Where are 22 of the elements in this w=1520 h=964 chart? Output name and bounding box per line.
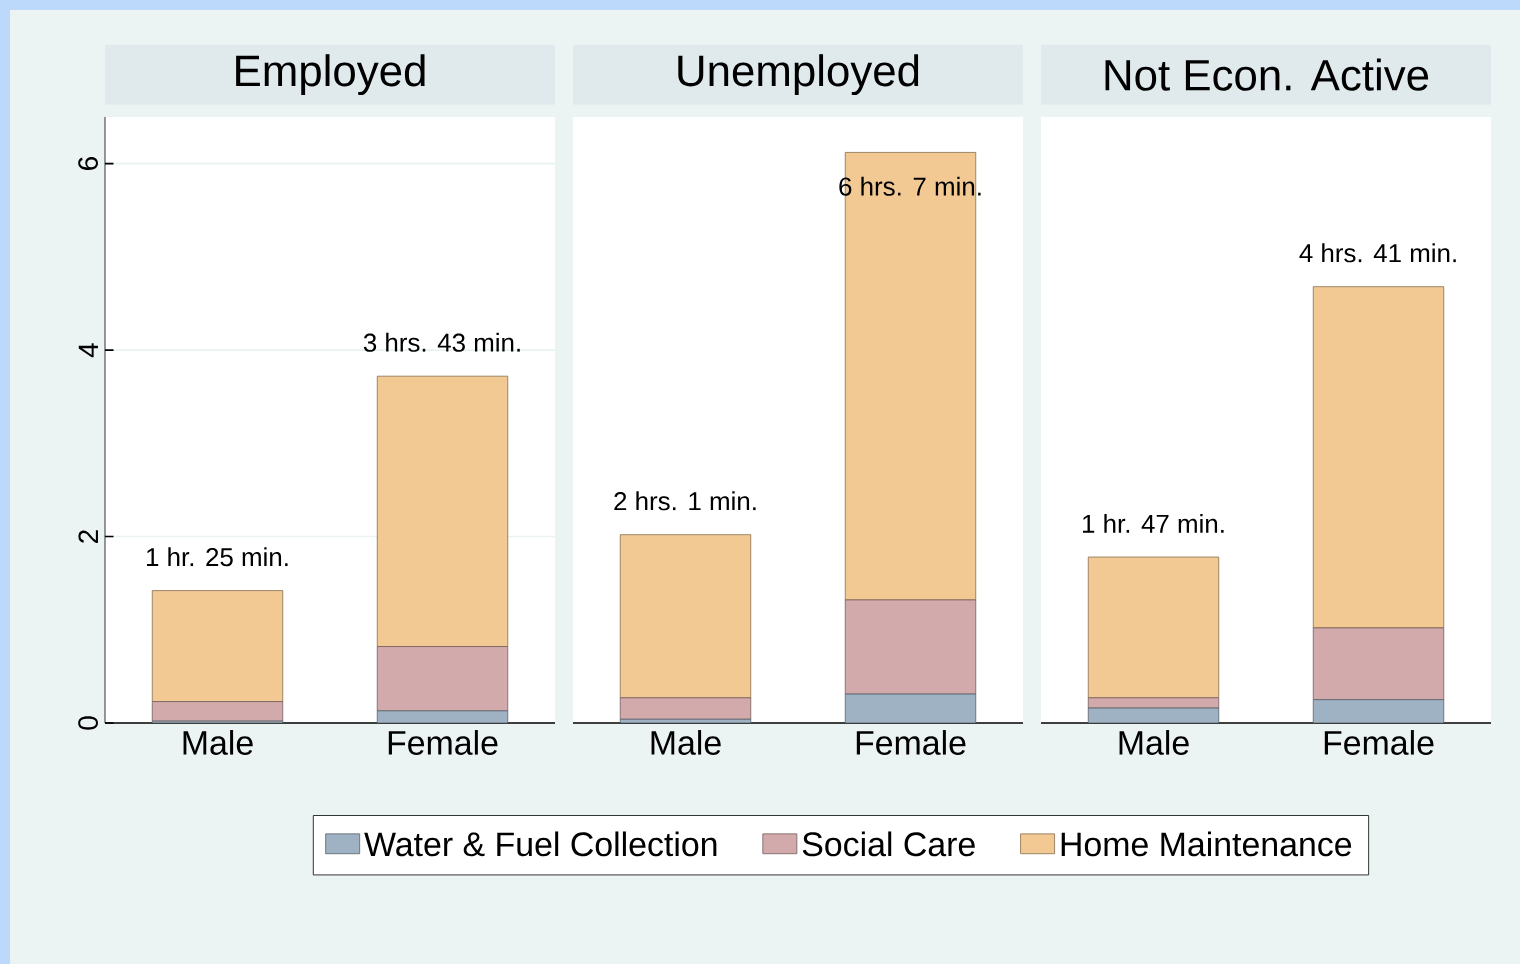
x-tick-label: Male [1119, 730, 1189, 755]
y-tick-label: 2 [78, 530, 98, 543]
legend-label: Home Maintenance [1061, 831, 1352, 857]
chart-title: Not Econ. Active [1105, 58, 1429, 91]
chart-title: Employed [236, 54, 425, 96]
y-tick-label: 0 [78, 716, 98, 730]
x-tick-label: Female [1324, 730, 1434, 755]
x-tick-label: Female [856, 730, 966, 755]
x-tick-label: Male [651, 730, 721, 755]
x-tick-label: Male [183, 730, 253, 755]
total-label: 1 hr. 47 min. [1083, 513, 1224, 533]
total-label: 3 hrs. 43 min. [363, 332, 520, 352]
y-tick-label: 6 [78, 157, 98, 170]
legend-label: Water & Fuel Collection [364, 831, 717, 857]
x-tick-label: Female [388, 730, 498, 755]
chart-title: Unemployed [678, 54, 919, 96]
total-label: 4 hrs. 41 min. [1299, 243, 1456, 263]
legend-label: Social Care [802, 831, 975, 857]
y-tick-label: 4 [78, 343, 98, 358]
total-label: 1 hr. 25 min. [147, 547, 288, 567]
total-label: 6 hrs. 7 min. [839, 176, 981, 196]
total-label: 2 hrs. 1 min. [614, 491, 756, 511]
